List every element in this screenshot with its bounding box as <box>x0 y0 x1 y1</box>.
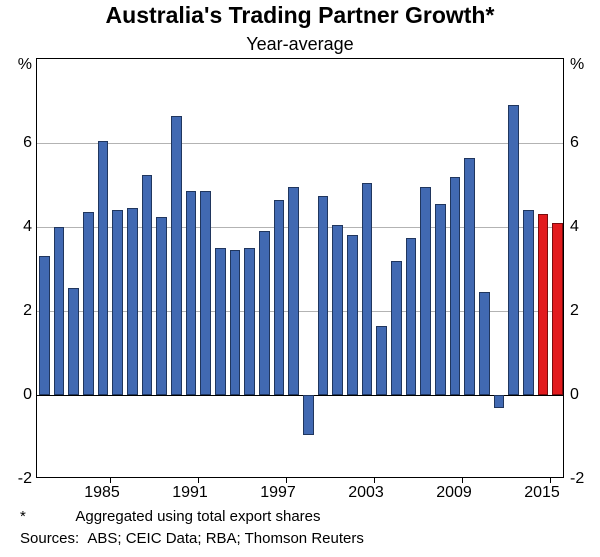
y-tick-label-right: 4 <box>570 218 579 236</box>
bar-forecast <box>538 214 549 395</box>
y-tick-label-left: 6 <box>23 134 32 152</box>
bar <box>215 248 226 395</box>
footnote-star: * <box>20 508 72 525</box>
x-tick <box>198 477 199 483</box>
sources-lead: Sources: <box>20 530 84 547</box>
bar <box>68 288 79 395</box>
bar <box>332 225 343 395</box>
bar <box>303 395 314 435</box>
y-tick-label-left: -2 <box>18 470 32 488</box>
bar <box>142 175 153 396</box>
bar-forecast <box>552 223 563 395</box>
bar <box>83 212 94 395</box>
y-tick-label-right: 6 <box>570 134 579 152</box>
x-tick <box>462 477 463 483</box>
chart-subtitle: Year-average <box>0 34 600 55</box>
bar <box>156 217 167 396</box>
bar <box>450 177 461 395</box>
bar <box>479 292 490 395</box>
bar <box>244 248 255 395</box>
chart-plot-area <box>36 58 564 478</box>
y-tick-label-right: -2 <box>570 470 584 488</box>
bar <box>391 261 402 395</box>
x-tick-label: 2009 <box>436 484 472 502</box>
x-tick-label: 1985 <box>84 484 120 502</box>
x-tick-label: 2015 <box>524 484 560 502</box>
chart-title: Australia's Trading Partner Growth* <box>0 2 600 29</box>
bar <box>523 210 534 395</box>
axis-unit-right: % <box>570 56 584 74</box>
x-tick-label: 1997 <box>260 484 296 502</box>
bar <box>288 187 299 395</box>
x-tick <box>550 477 551 483</box>
grid-line <box>37 143 563 144</box>
footnote: * Aggregated using total export shares <box>20 508 321 525</box>
bar <box>347 235 358 395</box>
bar <box>406 238 417 396</box>
axis-unit-left: % <box>18 56 32 74</box>
bar <box>318 196 329 396</box>
bar <box>420 187 431 395</box>
bar <box>376 326 387 395</box>
bar <box>186 191 197 395</box>
bar <box>171 116 182 395</box>
bar <box>508 105 519 395</box>
bar <box>230 250 241 395</box>
y-tick-label-right: 2 <box>570 302 579 320</box>
sources-text: ABS; CEIC Data; RBA; Thomson Reuters <box>87 530 364 547</box>
grid-line <box>37 395 563 396</box>
x-tick-label: 1991 <box>172 484 208 502</box>
bar <box>274 200 285 395</box>
y-tick-label-right: 0 <box>570 386 579 404</box>
bar <box>200 191 211 395</box>
x-tick-label: 2003 <box>348 484 384 502</box>
y-tick-label-left: 4 <box>23 218 32 236</box>
footnote-text: Aggregated using total export shares <box>75 508 320 525</box>
y-tick-label-left: 2 <box>23 302 32 320</box>
bar <box>39 256 50 395</box>
bar <box>98 141 109 395</box>
x-tick <box>286 477 287 483</box>
bar <box>259 231 270 395</box>
y-tick-label-left: 0 <box>23 386 32 404</box>
bar <box>362 183 373 395</box>
bar <box>435 204 446 395</box>
bar <box>464 158 475 395</box>
bar <box>54 227 65 395</box>
sources: Sources: ABS; CEIC Data; RBA; Thomson Re… <box>20 530 364 547</box>
bar <box>494 395 505 408</box>
x-tick <box>110 477 111 483</box>
x-tick <box>374 477 375 483</box>
bar <box>127 208 138 395</box>
bar <box>112 210 123 395</box>
